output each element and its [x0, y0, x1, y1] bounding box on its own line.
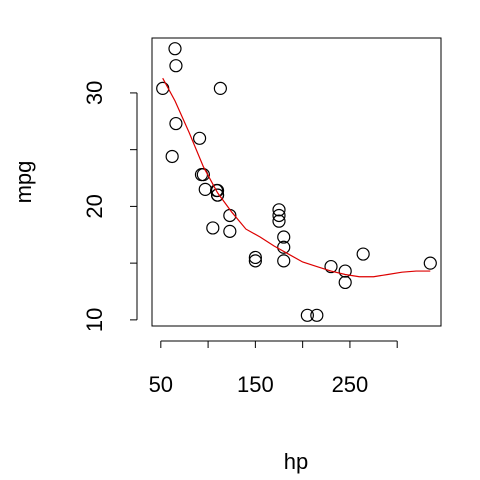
- y-tick-label: 20: [82, 194, 107, 218]
- point: [338, 264, 352, 278]
- point: [165, 149, 179, 164]
- y-axis-label: mpg: [11, 161, 36, 204]
- x-tick-label: 150: [237, 372, 274, 397]
- point: [248, 254, 262, 268]
- point: [168, 42, 182, 56]
- point: [300, 308, 314, 322]
- point: [198, 182, 212, 196]
- point: [272, 203, 286, 217]
- point: [277, 240, 291, 254]
- point: [310, 308, 324, 322]
- point: [277, 254, 291, 268]
- point: [206, 221, 220, 235]
- point: [210, 188, 225, 202]
- point: [169, 116, 183, 131]
- y-tick-label: 10: [82, 308, 107, 332]
- plot-box: [151, 37, 442, 327]
- point: [338, 275, 352, 290]
- x-axis-label: hp: [284, 449, 308, 474]
- point: [213, 81, 227, 95]
- point: [223, 224, 237, 238]
- point: [196, 168, 210, 182]
- point: [272, 214, 286, 228]
- point: [272, 208, 286, 223]
- point: [210, 183, 224, 198]
- point: [192, 131, 207, 145]
- point: [169, 59, 183, 73]
- point: [423, 256, 437, 270]
- point: [356, 247, 370, 261]
- y-tick-label: 30: [82, 81, 107, 105]
- point: [156, 81, 170, 95]
- smooth-line: [162, 77, 431, 278]
- x-tick-label: 50: [149, 372, 173, 397]
- x-tick-label: 250: [332, 372, 369, 397]
- point: [277, 230, 291, 244]
- point: [324, 259, 338, 274]
- point: [248, 250, 262, 265]
